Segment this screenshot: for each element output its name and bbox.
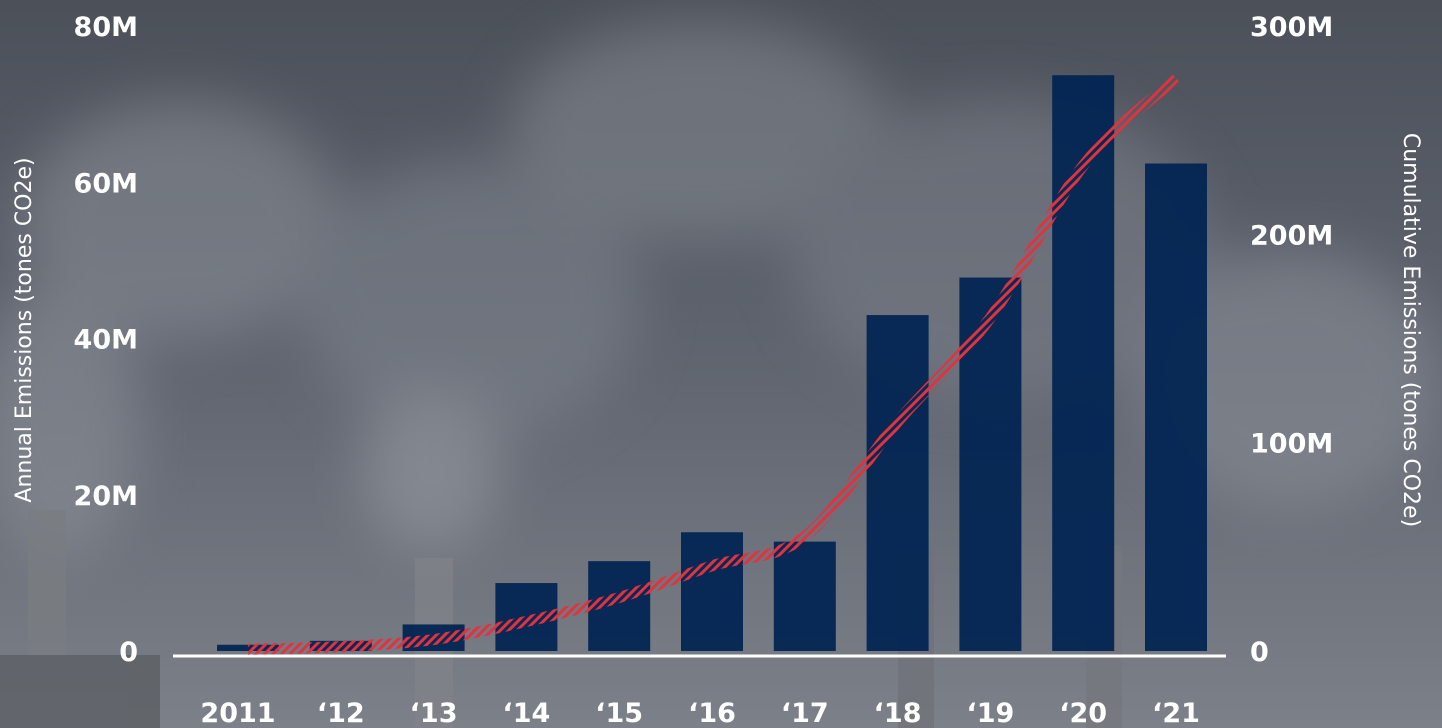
right-y-ticks: 0 100M 200M 300M xyxy=(1250,12,1333,668)
left-tick-3: 60M xyxy=(74,168,138,199)
x-tick-1: ‘12 xyxy=(317,698,365,728)
x-tick-3: ‘14 xyxy=(502,698,550,728)
left-tick-0: 0 xyxy=(119,637,138,668)
x-tick-4: ‘15 xyxy=(595,698,643,728)
x-tick-8: ‘19 xyxy=(966,698,1014,728)
x-tick-0: 2011 xyxy=(200,698,275,728)
right-tick-1: 100M xyxy=(1250,429,1333,460)
x-tick-9: ‘20 xyxy=(1059,698,1107,728)
right-axis-title: Cumulative Emissions (tones CO2e) xyxy=(1398,133,1423,527)
bar-5 xyxy=(681,532,743,651)
left-tick-4: 80M xyxy=(74,12,138,43)
bar-7 xyxy=(866,315,929,651)
annual-bars xyxy=(217,75,1207,651)
bar-10 xyxy=(1145,163,1207,651)
bar-6 xyxy=(773,541,836,651)
left-tick-2: 40M xyxy=(74,325,138,356)
cumulative-line xyxy=(247,74,1180,655)
x-tick-5: ‘16 xyxy=(688,698,736,728)
x-tick-2: ‘13 xyxy=(410,698,458,728)
x-tick-7: ‘18 xyxy=(874,698,922,728)
right-tick-0: 0 xyxy=(1250,637,1269,668)
right-tick-3: 300M xyxy=(1250,12,1333,43)
left-tick-1: 20M xyxy=(74,481,138,512)
x-tick-labels: 2011 ‘12 ‘13 ‘14 ‘15 ‘16 ‘17 ‘18 ‘19 ‘20 ‘21 xyxy=(200,698,1200,728)
x-tick-10: ‘21 xyxy=(1152,698,1200,728)
bar-8 xyxy=(959,277,1022,651)
left-axis-title: Annual Emissions (tones CO2e) xyxy=(12,157,37,502)
x-tick-6: ‘17 xyxy=(781,698,829,728)
right-tick-2: 200M xyxy=(1250,220,1333,251)
left-y-ticks: 0 20M 40M 60M 80M xyxy=(74,12,138,668)
